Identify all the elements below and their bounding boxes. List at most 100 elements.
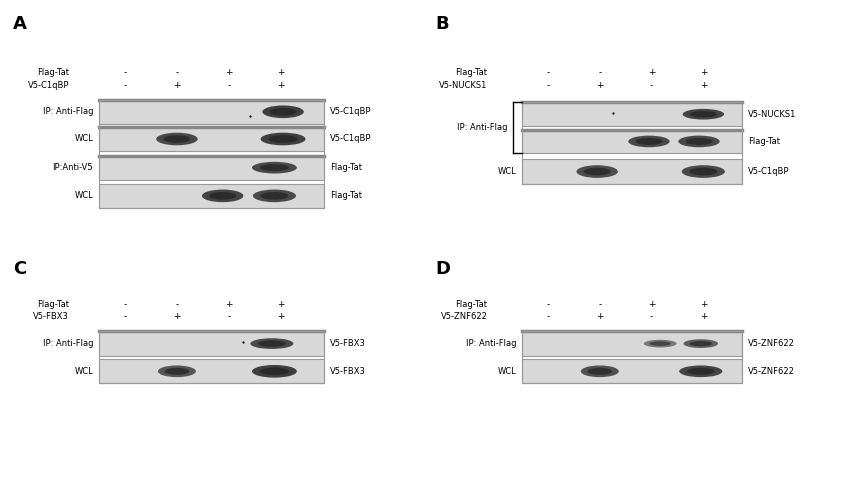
- Text: -: -: [227, 312, 230, 321]
- Text: -: -: [650, 81, 653, 90]
- Ellipse shape: [250, 338, 293, 349]
- Text: -: -: [123, 312, 127, 321]
- Text: Flag-Tat: Flag-Tat: [456, 68, 488, 77]
- Bar: [99, 184, 324, 208]
- Ellipse shape: [253, 190, 296, 202]
- Text: IP:Anti-V5: IP:Anti-V5: [53, 163, 93, 172]
- Text: V5-FBX3: V5-FBX3: [330, 367, 366, 376]
- Ellipse shape: [209, 192, 236, 200]
- Text: +: +: [596, 312, 603, 321]
- Ellipse shape: [690, 341, 712, 346]
- Text: Flag-Tat: Flag-Tat: [748, 137, 780, 146]
- Ellipse shape: [156, 133, 198, 145]
- Text: -: -: [546, 312, 550, 321]
- Ellipse shape: [158, 365, 196, 377]
- Ellipse shape: [583, 168, 611, 175]
- Ellipse shape: [683, 109, 724, 120]
- Ellipse shape: [644, 340, 677, 347]
- Ellipse shape: [252, 365, 297, 378]
- Ellipse shape: [262, 105, 304, 118]
- Text: +: +: [648, 68, 655, 77]
- Text: Flag-Tat: Flag-Tat: [37, 300, 69, 309]
- Text: WCL: WCL: [74, 135, 93, 143]
- Bar: [99, 100, 324, 124]
- Text: +: +: [277, 300, 284, 309]
- Bar: [522, 130, 742, 153]
- Text: +: +: [277, 312, 284, 321]
- Text: V5-FBX3: V5-FBX3: [330, 339, 366, 348]
- Bar: [522, 159, 742, 184]
- Text: -: -: [123, 300, 127, 309]
- Ellipse shape: [269, 108, 297, 116]
- Ellipse shape: [687, 368, 715, 375]
- Ellipse shape: [260, 367, 289, 375]
- Text: IP: Anti-Flag: IP: Anti-Flag: [465, 339, 516, 348]
- Text: -: -: [175, 300, 179, 309]
- Text: WCL: WCL: [74, 367, 93, 376]
- Text: IP: Anti-Flag: IP: Anti-Flag: [457, 123, 507, 132]
- Text: Flag-Tat: Flag-Tat: [330, 191, 362, 200]
- Bar: [99, 100, 324, 208]
- Ellipse shape: [690, 111, 717, 118]
- Ellipse shape: [635, 138, 663, 145]
- Text: V5-ZNF622: V5-ZNF622: [441, 312, 488, 321]
- Text: +: +: [173, 312, 180, 321]
- Ellipse shape: [682, 165, 725, 178]
- Text: V5-NUCKS1: V5-NUCKS1: [748, 110, 797, 119]
- Text: Flag-Tat: Flag-Tat: [330, 163, 362, 172]
- Bar: [99, 331, 324, 356]
- Text: +: +: [700, 312, 707, 321]
- Text: -: -: [598, 68, 602, 77]
- Ellipse shape: [268, 135, 298, 143]
- Text: -: -: [598, 300, 602, 309]
- Text: +: +: [700, 68, 707, 77]
- Ellipse shape: [202, 190, 243, 202]
- Bar: [522, 331, 742, 383]
- Ellipse shape: [260, 164, 289, 171]
- Bar: [522, 359, 742, 383]
- Ellipse shape: [588, 368, 612, 375]
- Ellipse shape: [679, 365, 722, 377]
- Ellipse shape: [690, 168, 717, 175]
- Text: -: -: [123, 81, 127, 90]
- Text: V5-C1qBP: V5-C1qBP: [748, 167, 790, 176]
- Text: V5-C1qBP: V5-C1qBP: [330, 107, 371, 116]
- Text: +: +: [648, 300, 655, 309]
- Ellipse shape: [165, 368, 189, 375]
- Ellipse shape: [683, 339, 718, 348]
- Text: V5-ZNF622: V5-ZNF622: [748, 339, 795, 348]
- Text: WCL: WCL: [74, 191, 93, 200]
- Text: Flag-Tat: Flag-Tat: [37, 68, 69, 77]
- Ellipse shape: [581, 365, 619, 377]
- Text: V5-ZNF622: V5-ZNF622: [748, 367, 795, 376]
- Bar: [99, 359, 324, 383]
- Text: V5-C1qBP: V5-C1qBP: [330, 135, 371, 143]
- Ellipse shape: [258, 340, 286, 347]
- Text: D: D: [436, 260, 450, 278]
- Text: -: -: [546, 68, 550, 77]
- Text: -: -: [227, 81, 230, 90]
- Bar: [522, 331, 742, 356]
- Ellipse shape: [628, 136, 670, 147]
- Bar: [522, 102, 742, 184]
- Text: +: +: [596, 81, 603, 90]
- Text: WCL: WCL: [497, 367, 516, 376]
- Ellipse shape: [685, 138, 713, 145]
- Ellipse shape: [650, 341, 671, 346]
- Text: +: +: [277, 68, 284, 77]
- Bar: [99, 156, 324, 180]
- Text: +: +: [700, 300, 707, 309]
- Text: +: +: [700, 81, 707, 90]
- Text: B: B: [436, 15, 450, 33]
- Text: Flag-Tat: Flag-Tat: [456, 300, 488, 309]
- Text: A: A: [13, 15, 27, 33]
- Ellipse shape: [261, 133, 306, 145]
- Text: V5-C1qBP: V5-C1qBP: [28, 81, 69, 90]
- Text: +: +: [225, 300, 232, 309]
- Text: C: C: [13, 260, 26, 278]
- Text: -: -: [546, 300, 550, 309]
- Ellipse shape: [576, 165, 618, 178]
- Text: IP: Anti-Flag: IP: Anti-Flag: [42, 339, 93, 348]
- Text: +: +: [173, 81, 180, 90]
- Text: -: -: [123, 68, 127, 77]
